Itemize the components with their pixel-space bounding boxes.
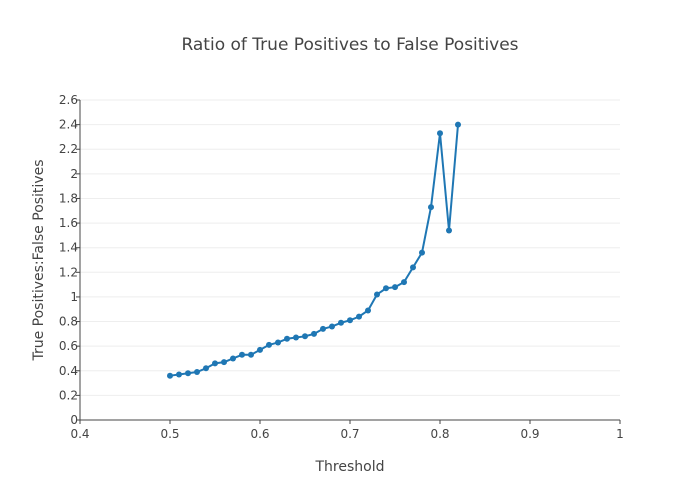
data-point[interactable] <box>392 284 398 291</box>
data-point[interactable] <box>284 335 290 342</box>
y-axis-title: True Positives:False Positives <box>31 159 47 361</box>
x-tick-label: 0.6 <box>250 427 269 441</box>
x-tick-label: 0.5 <box>160 427 179 441</box>
data-point[interactable] <box>230 355 236 362</box>
data-point[interactable] <box>320 325 326 332</box>
data-point[interactable] <box>248 351 254 358</box>
plot-area <box>167 121 461 379</box>
y-tick-label: 2 <box>70 167 78 181</box>
y-tick-label: 0.8 <box>59 315 78 329</box>
series-line <box>169 124 459 377</box>
data-point[interactable] <box>356 313 362 320</box>
y-tick-label: 0.6 <box>59 339 78 353</box>
data-point[interactable] <box>338 319 344 326</box>
data-point[interactable] <box>275 339 281 346</box>
data-point[interactable] <box>167 372 173 379</box>
data-point[interactable] <box>437 130 443 137</box>
data-point[interactable] <box>311 330 317 337</box>
data-point[interactable] <box>221 359 227 366</box>
data-point[interactable] <box>203 365 209 372</box>
data-point[interactable] <box>401 279 407 286</box>
data-point[interactable] <box>266 341 272 348</box>
data-point[interactable] <box>257 346 263 353</box>
data-point[interactable] <box>212 360 218 367</box>
axes: 0 0.2 0.4 0.6 0.8 1 1.2 1.4 1.6 1.8 2 2.2 2.4 2.6 0.4 0… <box>59 93 624 441</box>
data-point[interactable] <box>239 351 245 358</box>
y-tick-label: 1.4 <box>59 241 78 255</box>
chart-title: Ratio of True Positives to False Positiv… <box>181 35 518 55</box>
data-point[interactable] <box>374 291 380 298</box>
data-point[interactable] <box>410 264 416 271</box>
y-tick-label: 2.6 <box>59 93 78 107</box>
data-point[interactable] <box>383 285 389 292</box>
x-axis-title: Threshold <box>315 459 385 475</box>
data-point[interactable] <box>455 121 461 128</box>
data-point[interactable] <box>194 369 200 375</box>
y-tick-label: 1.2 <box>59 265 78 279</box>
y-tick-label: 0.2 <box>59 388 78 402</box>
data-point[interactable] <box>446 227 452 234</box>
x-tick-label: 0.9 <box>520 427 539 441</box>
data-point[interactable] <box>293 334 299 341</box>
x-tick-label: 0.7 <box>340 427 359 441</box>
x-tick-label: 0.4 <box>70 427 89 441</box>
y-tick-label: 0.4 <box>59 364 78 378</box>
grid <box>80 99 620 396</box>
x-tick-label: 0.8 <box>430 427 449 441</box>
y-tick-label: 2.4 <box>59 118 78 132</box>
y-tick-label: 1.6 <box>59 216 78 230</box>
data-point[interactable] <box>329 323 335 330</box>
y-tick-label: 1 <box>70 290 78 304</box>
data-point[interactable] <box>347 317 353 324</box>
data-point[interactable] <box>185 370 191 377</box>
data-point[interactable] <box>419 249 425 256</box>
y-tick-label: 0 <box>70 413 78 427</box>
data-point[interactable] <box>365 307 371 314</box>
x-tick-label: 1 <box>616 427 624 441</box>
y-tick-label: 2.2 <box>59 142 78 156</box>
data-point[interactable] <box>302 333 308 340</box>
data-point[interactable] <box>176 371 182 378</box>
data-point[interactable] <box>428 204 434 211</box>
y-tick-label: 1.8 <box>59 191 78 205</box>
